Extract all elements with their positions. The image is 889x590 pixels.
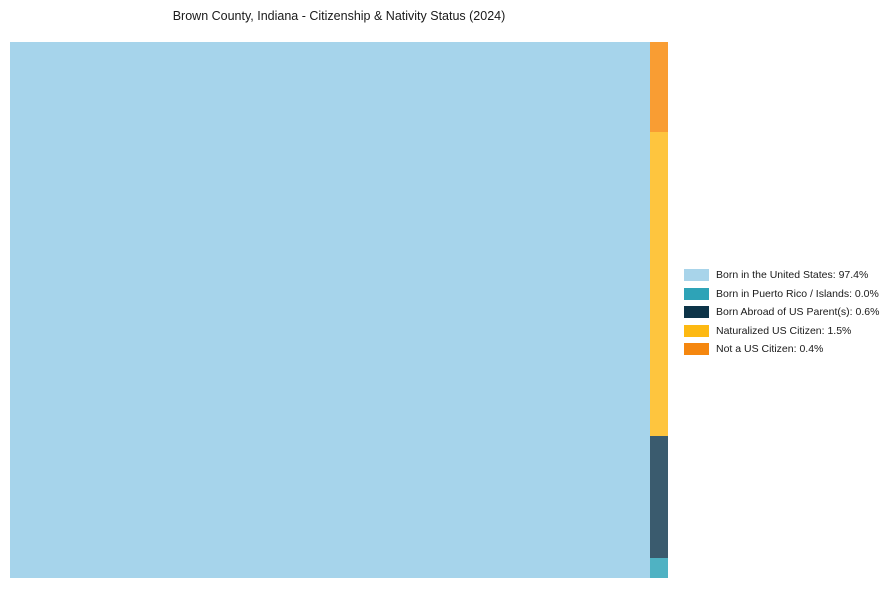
legend-swatch-icon — [684, 343, 709, 356]
legend-row: Not a US Citizen: 0.4% — [684, 340, 879, 359]
legend-row: Born in the United States: 97.4% — [684, 266, 879, 285]
treemap-plot-area — [10, 42, 668, 578]
treemap-segment-born-abroad-of-us-parent-s — [649, 436, 668, 558]
legend-swatch-icon — [684, 287, 709, 300]
treemap-segment-born-in-us — [10, 42, 650, 578]
legend-row: Born Abroad of US Parent(s): 0.6% — [684, 303, 879, 322]
legend-row: Naturalized US Citizen: 1.5% — [684, 322, 879, 341]
legend-label: Born in the United States: 97.4% — [716, 269, 869, 282]
legend-label: Born Abroad of US Parent(s): 0.6% — [716, 306, 880, 319]
legend-swatch-icon — [684, 324, 709, 337]
legend-swatch-icon — [684, 269, 709, 282]
treemap-segment-not-a-us-citizen — [649, 42, 668, 132]
legend: Born in the United States: 97.4% Born in … — [684, 266, 879, 359]
chart-title: Brown County, Indiana - Citizenship & Na… — [172, 9, 506, 23]
legend-label: Naturalized US Citizen: 1.5% — [716, 324, 852, 337]
treemap-segment-naturalized-us-citizen — [649, 131, 668, 436]
legend-row: Born in Puerto Rico / Islands: 0.0% — [684, 285, 879, 304]
legend-label: Born in Puerto Rico / Islands: 0.0% — [716, 287, 879, 300]
legend-label: Not a US Citizen: 0.4% — [716, 343, 824, 356]
treemap-segment-born-in-puerto-rico-islands — [649, 557, 668, 578]
legend-swatch-icon — [684, 306, 709, 319]
treemap-minor-column — [649, 42, 668, 578]
